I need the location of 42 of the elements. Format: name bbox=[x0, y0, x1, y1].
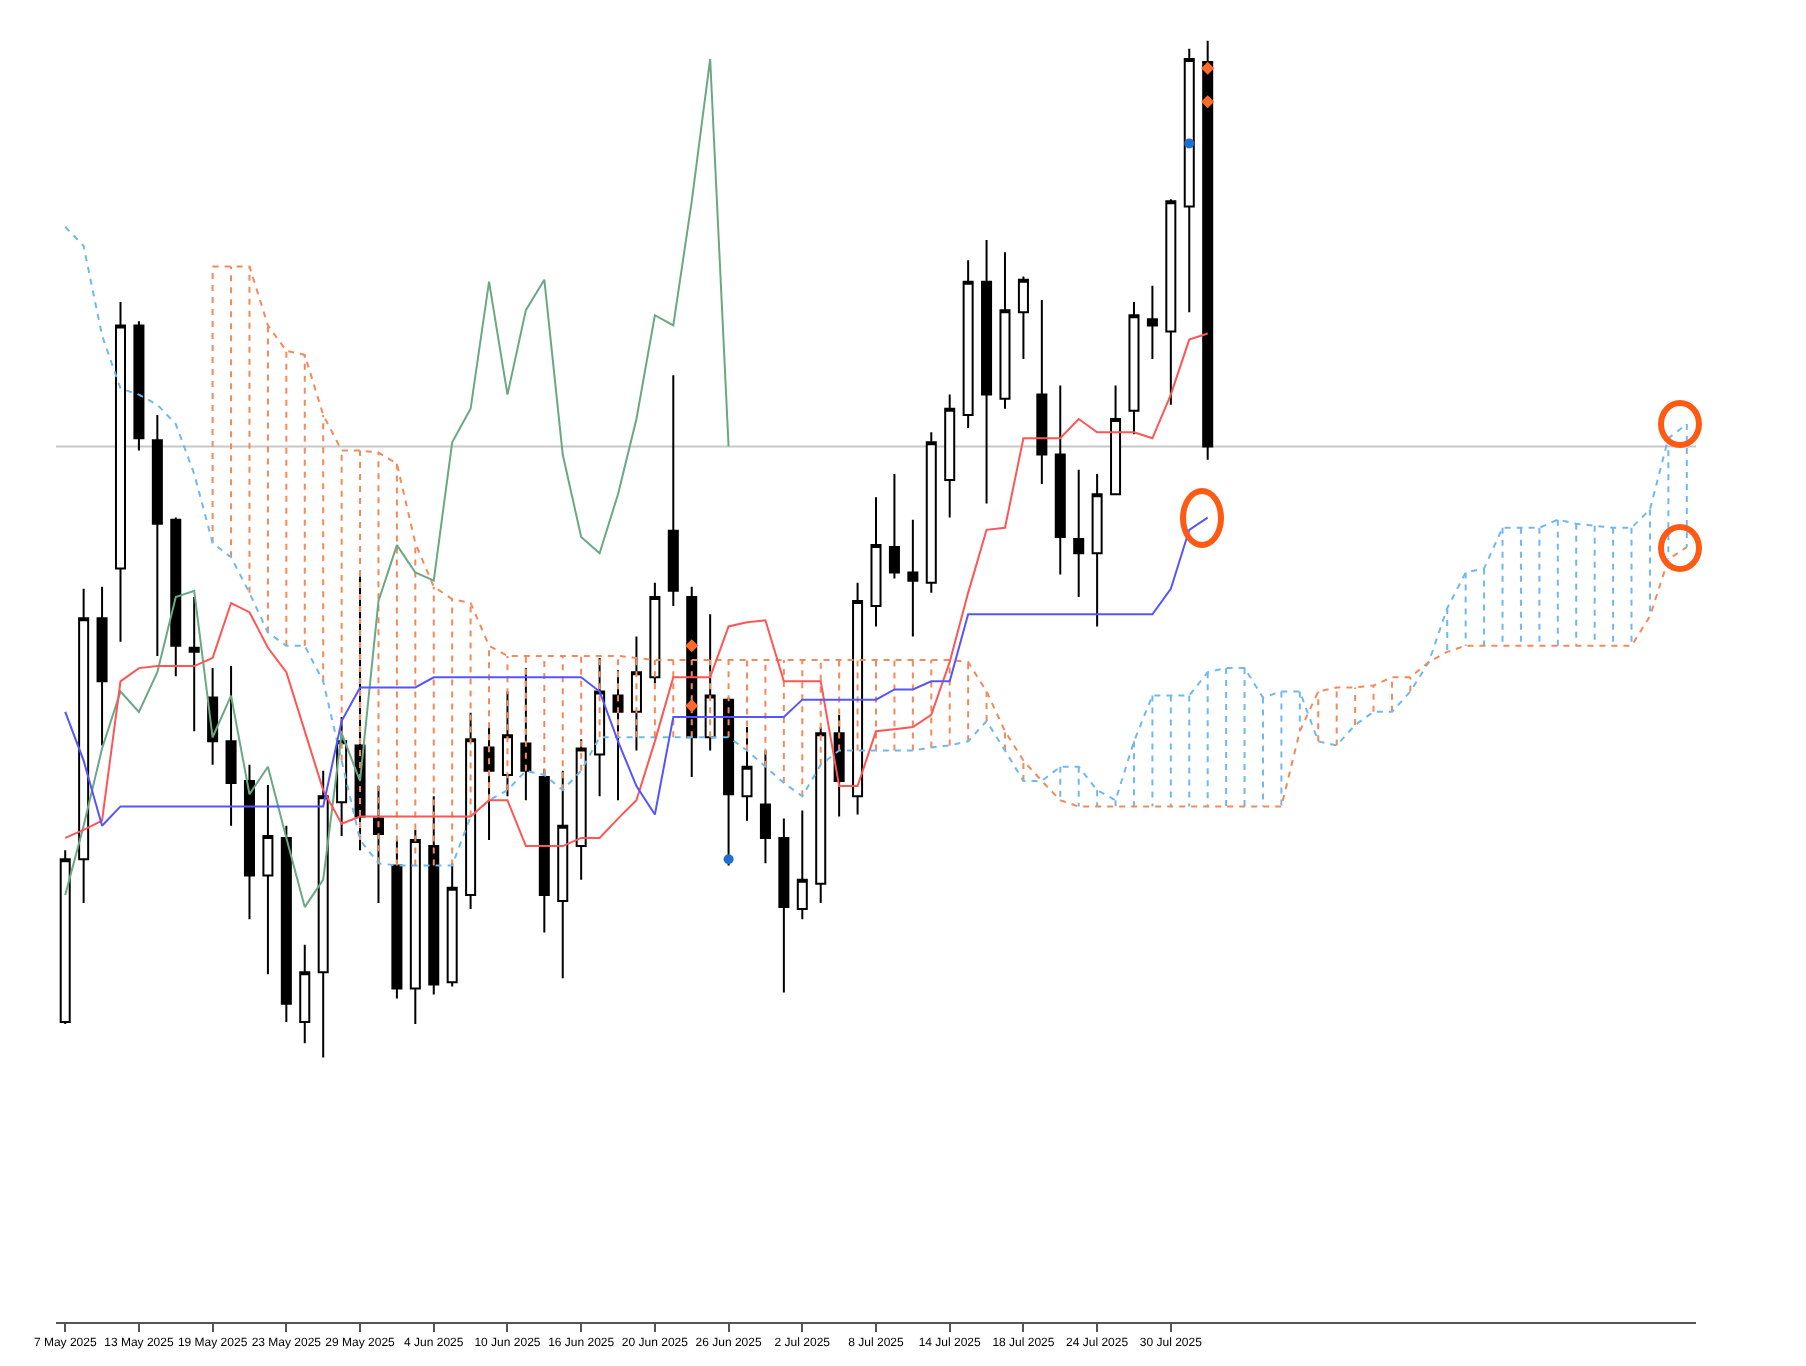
candlestick bbox=[888, 472, 900, 580]
candlestick bbox=[796, 809, 808, 921]
candlestick bbox=[778, 817, 790, 994]
candlestick bbox=[962, 259, 974, 430]
candlestick bbox=[1017, 275, 1029, 360]
candlestick bbox=[1091, 472, 1103, 628]
candlestick bbox=[96, 585, 108, 747]
candlestick bbox=[299, 943, 311, 1045]
candlestick bbox=[1146, 284, 1158, 360]
point bbox=[723, 854, 734, 865]
candlestick bbox=[667, 374, 679, 608]
candlestick bbox=[1183, 47, 1195, 314]
candlestick bbox=[1073, 468, 1085, 598]
candlestick bbox=[1128, 301, 1140, 436]
candlestick bbox=[59, 849, 71, 1026]
point bbox=[1184, 138, 1195, 149]
candlestick bbox=[907, 518, 919, 638]
candlestick bbox=[1054, 384, 1066, 576]
candlestick bbox=[925, 431, 937, 594]
candlestick bbox=[999, 251, 1011, 410]
candlestick bbox=[133, 320, 145, 452]
candlestick bbox=[225, 665, 237, 827]
candlestick bbox=[944, 393, 956, 519]
candlestick bbox=[188, 595, 200, 733]
candlestick bbox=[243, 763, 255, 921]
candlestick bbox=[1110, 384, 1122, 497]
candlestick bbox=[114, 301, 126, 643]
candlestick bbox=[1036, 299, 1048, 486]
point bbox=[1201, 61, 1215, 75]
candlestick bbox=[170, 516, 182, 678]
point bbox=[1201, 95, 1215, 109]
candlestick bbox=[262, 784, 274, 976]
point bbox=[685, 699, 699, 713]
candlestick bbox=[372, 785, 384, 905]
candlestick bbox=[151, 413, 163, 657]
candlestick bbox=[280, 824, 292, 1023]
candlestick bbox=[870, 496, 882, 628]
candlestick bbox=[78, 587, 90, 905]
candlestick bbox=[317, 769, 329, 1059]
point bbox=[685, 639, 699, 653]
candlestick bbox=[981, 239, 993, 505]
candlestick bbox=[1165, 198, 1177, 406]
